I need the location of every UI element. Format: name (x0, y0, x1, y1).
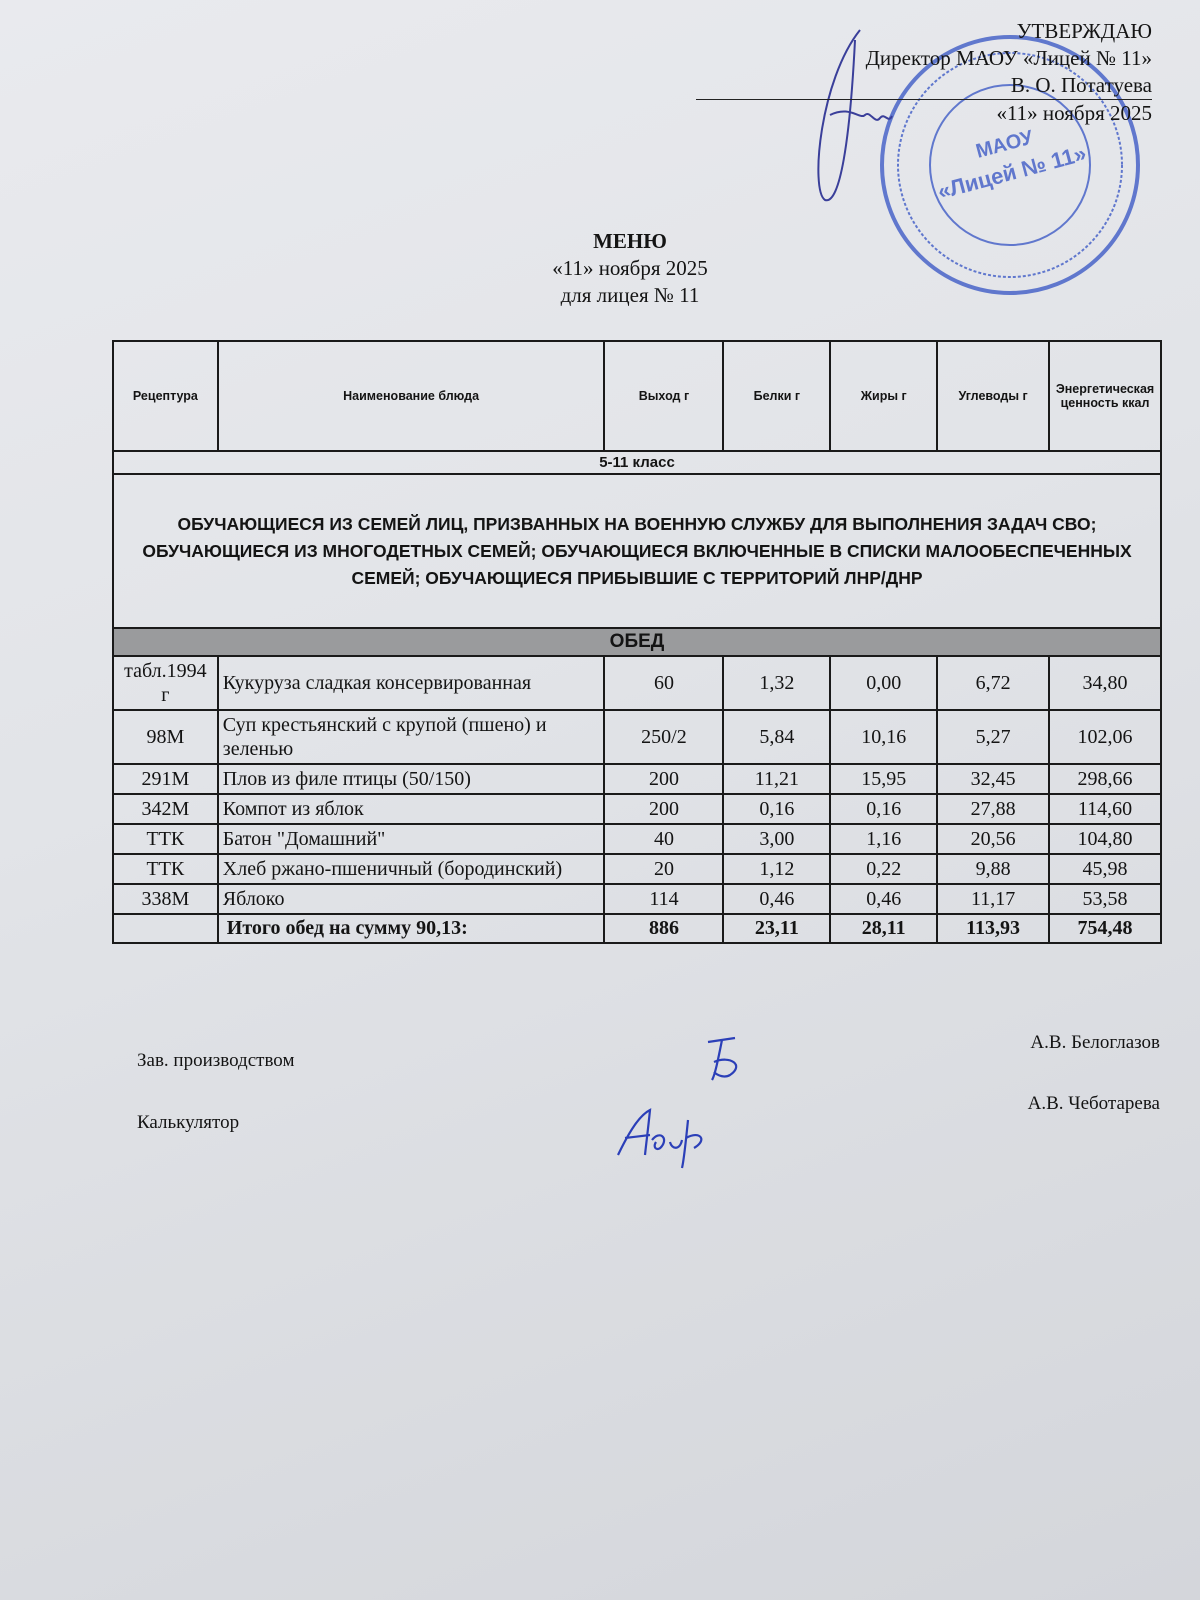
cell-fat: 0,22 (829, 853, 939, 885)
cell-fat: 10,16 (829, 709, 939, 765)
cell-yield: 250/2 (603, 709, 725, 765)
column-header: Рецептура (112, 340, 219, 452)
calculator-signature (617, 1108, 703, 1169)
menu-subtitle: для лицея № 11 (560, 283, 700, 307)
total-carbs: 113,93 (936, 913, 1051, 944)
cell-kcal: 34,80 (1048, 655, 1162, 711)
group-label: ОБУЧАЮЩИЕСЯ ИЗ СЕМЕЙ ЛИЦ, ПРИЗВАННЫХ НА … (112, 473, 1162, 629)
cell-name: Батон "Домашний" (216, 823, 606, 855)
cell-protein: 0,46 (722, 883, 832, 915)
cell-protein: 11,21 (722, 763, 832, 795)
total-yield: 886 (603, 913, 725, 944)
production-name: А.В. Белоглазов (1030, 1032, 1160, 1053)
approval-name: В. О. Потатуева (695, 72, 1152, 100)
total-fat: 28,11 (829, 913, 939, 944)
class-label: 5-11 класс (112, 450, 1162, 475)
cell-yield: 20 (603, 853, 725, 885)
cell-carbs: 9,88 (936, 853, 1051, 885)
cell-fat: 0,46 (829, 883, 939, 915)
cell-carbs: 32,45 (936, 763, 1051, 795)
cell-kcal: 53,58 (1048, 883, 1162, 915)
meal-label: ОБЕД (112, 627, 1162, 657)
table-row: 98М Суп крестьянский с крупой (пшено) и з… (112, 709, 1162, 765)
cell-kcal: 114,60 (1048, 793, 1162, 825)
cell-yield: 200 (603, 793, 725, 825)
cell-kcal: 104,80 (1048, 823, 1162, 855)
column-header: Углеводы г (936, 340, 1051, 452)
column-header: Белки г (722, 340, 832, 452)
cell-fat: 15,95 (829, 763, 939, 795)
cell-name: Яблоко (216, 883, 606, 915)
cell-carbs: 27,88 (936, 793, 1051, 825)
table-row: 291М Плов из филе птицы (50/150) 200 11,21 1… (112, 763, 1162, 795)
cell-name: Суп крестьянский с крупой (пшено) и зеле… (216, 709, 606, 765)
cell-name: Хлеб ржано-пшеничный (бородинский) (216, 853, 606, 885)
cell-fat: 0,16 (829, 793, 939, 825)
total-empty-cell (112, 913, 219, 944)
cell-recipe: ТТК (112, 823, 219, 855)
cell-carbs: 6,72 (936, 655, 1051, 711)
cell-protein: 1,12 (722, 853, 832, 885)
menu-date: «11» ноября 2025 (552, 256, 708, 280)
column-header: Выход г (603, 340, 725, 452)
cell-yield: 114 (603, 883, 725, 915)
approval-heading: УТВЕРЖДАЮ (1016, 19, 1152, 43)
cell-recipe: табл.1994 г (112, 655, 219, 711)
approval-block: УТВЕРЖДАЮ Директор МАОУ «Лицей № 11» В. … (695, 18, 1152, 127)
cell-carbs: 11,17 (936, 883, 1051, 915)
cell-carbs: 5,27 (936, 709, 1051, 765)
cell-yield: 60 (603, 655, 725, 711)
cell-kcal: 298,66 (1048, 763, 1162, 795)
total-protein: 23,11 (722, 913, 832, 944)
cell-yield: 200 (603, 763, 725, 795)
calculator-role: Калькулятор (137, 1112, 240, 1133)
approval-position: Директор МАОУ «Лицей № 11» (865, 46, 1152, 70)
column-header: Энергетическая ценность ккал (1048, 340, 1162, 452)
cell-carbs: 20,56 (936, 823, 1051, 855)
table-header-row: Рецептура Наименование блюда Выход г Бел… (112, 340, 1162, 452)
total-kcal: 754,48 (1048, 913, 1162, 944)
approval-date: «11» ноября 2025 (996, 101, 1152, 125)
cell-fat: 0,00 (829, 655, 939, 711)
menu-header: МЕНЮ «11» ноября 2025 для лицея № 11 (0, 228, 1200, 309)
column-header: Наименование блюда (216, 340, 606, 452)
cell-fat: 1,16 (829, 823, 939, 855)
table-row: ТТК Батон "Домашний" 40 3,00 1,16 20,56 104,80 (112, 823, 1162, 855)
cell-recipe: 342М (112, 793, 219, 825)
cell-name: Кукуруза сладкая консервированная (216, 655, 606, 711)
total-label: Итого обед на сумму 90,13: (216, 913, 606, 944)
table-row: 338М Яблоко 114 0,46 0,46 11,17 53,58 (112, 883, 1162, 915)
production-signature (707, 1036, 738, 1081)
cell-recipe: 338М (112, 883, 219, 915)
cell-protein: 5,84 (722, 709, 832, 765)
cell-recipe: 291М (112, 763, 219, 795)
cell-name: Плов из филе птицы (50/150) (216, 763, 606, 795)
cell-protein: 3,00 (722, 823, 832, 855)
production-role: Зав. производством (137, 1050, 295, 1071)
cell-kcal: 45,98 (1048, 853, 1162, 885)
cell-recipe: ТТК (112, 853, 219, 885)
total-row: Итого обед на сумму 90,13: 886 23,11 28,… (112, 913, 1162, 944)
cell-yield: 40 (603, 823, 725, 855)
cell-protein: 0,16 (722, 793, 832, 825)
cell-recipe: 98М (112, 709, 219, 765)
column-header: Жиры г (829, 340, 939, 452)
table-row: 342М Компот из яблок 200 0,16 0,16 27,88 114,6… (112, 793, 1162, 825)
table-row: табл.1994 г Кукуруза сладкая консервирова… (112, 655, 1162, 711)
calculator-name: А.В. Чеботарева (1027, 1093, 1160, 1114)
cell-kcal: 102,06 (1048, 709, 1162, 765)
school-stamp: МАОУ «Лицей № 11» (880, 35, 1140, 295)
menu-table: Рецептура Наименование блюда Выход г Бел… (112, 340, 1162, 944)
page-title: МЕНЮ (593, 229, 667, 253)
cell-name: Компот из яблок (216, 793, 606, 825)
director-signature (817, 29, 893, 202)
table-row: ТТК Хлеб ржано-пшеничный (бородинский) 20 1… (112, 853, 1162, 885)
cell-protein: 1,32 (722, 655, 832, 711)
